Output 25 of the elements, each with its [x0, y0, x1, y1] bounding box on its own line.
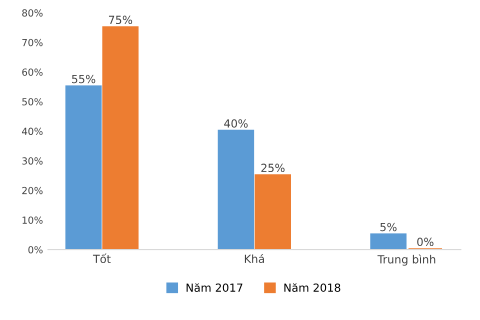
bar — [254, 174, 291, 250]
y-tick-label: 30% — [22, 157, 43, 165]
data-label: 25% — [261, 164, 285, 172]
bar — [370, 233, 407, 250]
bar — [102, 26, 139, 250]
y-tick-label: 20% — [22, 186, 43, 194]
data-label: 75% — [108, 16, 132, 24]
y-tick-label: 50% — [22, 98, 43, 106]
data-label: 5% — [380, 222, 397, 232]
y-tick-label: 80% — [22, 9, 43, 17]
y-tick-label: 10% — [22, 216, 43, 224]
y-tick-label: 0% — [28, 246, 43, 254]
data-label: 0% — [417, 238, 434, 246]
data-label: 55% — [72, 74, 96, 84]
y-tick-label: 60% — [22, 68, 43, 76]
legend-label: Năm 2017 — [186, 283, 242, 292]
x-tick-label: Tốt — [92, 254, 111, 264]
y-tick-label: 70% — [22, 38, 43, 46]
data-label: 40% — [224, 119, 248, 128]
legend-label: Năm 2018 — [284, 283, 340, 292]
bar — [65, 85, 102, 250]
y-tick-label: 40% — [22, 128, 43, 136]
bar — [218, 130, 254, 250]
x-tick-label: Trung bình — [377, 254, 436, 266]
x-tick-label: Khá — [244, 254, 264, 264]
